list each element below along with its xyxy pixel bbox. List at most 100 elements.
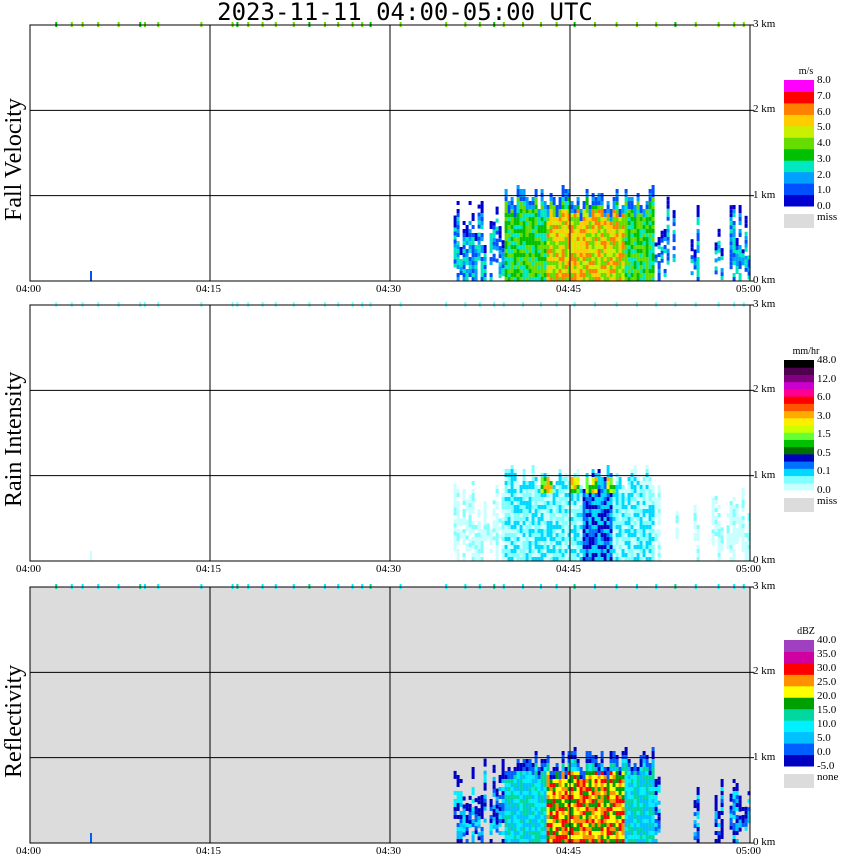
echo-cell: [645, 481, 649, 485]
echo-cell: [489, 533, 493, 537]
echo-cell: [558, 249, 562, 253]
echo-cell: [543, 517, 547, 521]
echo-cell: [558, 791, 562, 795]
echo-cell: [504, 237, 508, 241]
echo-cell: [504, 787, 508, 791]
echo-cell: [516, 835, 520, 839]
echo-cell: [579, 221, 583, 225]
echo-cell: [516, 197, 520, 201]
echo-cell: [576, 497, 580, 501]
echo-cell: [609, 493, 613, 497]
echo-cell: [606, 501, 610, 505]
time-tick-label: 04:30: [376, 283, 402, 295]
echo-cell: [588, 541, 592, 545]
echo-cell: [648, 799, 652, 803]
echo-cell: [552, 823, 556, 827]
echo-cell: [729, 533, 733, 537]
echo-cell: [666, 248, 670, 253]
echo-cell: [573, 217, 577, 221]
echo-cell: [729, 225, 733, 230]
echo-cell: [642, 505, 646, 509]
echo-cell: [573, 473, 577, 477]
echo-cell: [507, 799, 511, 803]
echo-cell: [516, 241, 520, 245]
echo-cell: [546, 819, 550, 823]
echo-cell: [504, 481, 508, 485]
echo-cell: [606, 811, 610, 815]
echo-cell: [618, 823, 622, 827]
echo-cell: [507, 823, 511, 827]
echo-cell: [645, 249, 649, 253]
echo-cell: [657, 261, 661, 265]
echo-cell: [456, 245, 460, 249]
echo-cell: [675, 519, 679, 524]
echo-cell: [555, 529, 559, 533]
echo-cell: [513, 819, 517, 823]
echo-cell: [543, 839, 547, 843]
echo-cell: [531, 233, 535, 237]
echo-cell: [618, 245, 622, 249]
echo-cell: [591, 493, 595, 497]
echo-cell: [597, 771, 601, 775]
echo-cell: [555, 209, 559, 213]
echo-cell: [528, 831, 532, 835]
echo-cell: [483, 253, 487, 257]
echo-cell: [561, 485, 565, 489]
time-tick-label: 04:00: [16, 563, 42, 575]
echo-cell: [651, 269, 655, 273]
echo-cell: [570, 545, 574, 549]
echo-cell: [546, 237, 550, 241]
echo-cell: [717, 521, 721, 525]
echo-cell: [537, 823, 541, 827]
echo-cell: [558, 533, 562, 537]
echo-cell: [519, 787, 523, 791]
echo-cell: [588, 767, 592, 771]
echo-cell: [741, 807, 745, 811]
echo-cell: [468, 515, 472, 520]
echo-cell: [582, 213, 586, 217]
echo-cell: [600, 823, 604, 827]
echo-cell: [528, 213, 532, 217]
echo-cell: [534, 755, 538, 759]
echo-cell: [471, 257, 475, 261]
echo-cell: [471, 269, 475, 273]
echo-cell: [519, 273, 523, 277]
echo-cell: [573, 233, 577, 237]
echo-cell: [606, 217, 610, 221]
legend-swatch: [784, 194, 814, 207]
echo-cell: [453, 487, 457, 492]
echo-cell: [534, 253, 538, 257]
echo-cell: [615, 525, 619, 529]
echo-cell: [549, 811, 553, 815]
echo-cell: [615, 265, 619, 269]
echo-cell: [480, 201, 484, 205]
echo-cell: [648, 229, 652, 233]
echo-cell: [459, 271, 463, 275]
echo-cell: [627, 197, 631, 201]
echo-cell: [465, 233, 469, 237]
echo-cell: [714, 795, 718, 799]
echo-cell: [621, 253, 625, 257]
echo-cell: [459, 247, 463, 251]
echo-cell: [720, 803, 724, 807]
echo-cell: [657, 245, 661, 249]
echo-cell: [504, 803, 508, 807]
echo-cell: [624, 795, 628, 799]
echo-cell: [573, 485, 577, 489]
echo-cell: [663, 245, 667, 249]
echo-cell: [609, 273, 613, 277]
echo-cell: [558, 261, 562, 265]
echo-cell: [519, 799, 523, 803]
echo-cell: [642, 501, 646, 505]
echo-cell: [504, 509, 508, 513]
echo-cell: [654, 795, 658, 799]
rain-intensity-panel: [29, 302, 814, 562]
echo-cell: [627, 489, 631, 493]
echo-cell: [534, 229, 538, 233]
echo-cell: [528, 541, 532, 545]
echo-cell: [609, 819, 613, 823]
echo-cell: [549, 819, 553, 823]
legend-swatch: [784, 640, 814, 652]
echo-cell: [594, 217, 598, 221]
echo-cell: [498, 226, 502, 231]
